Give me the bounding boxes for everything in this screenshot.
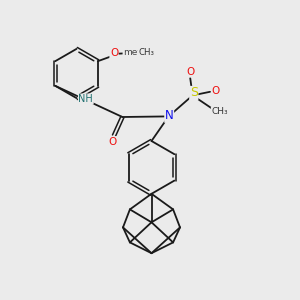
Text: CH₃: CH₃ [211,107,228,116]
Text: O: O [212,85,220,96]
Text: O: O [110,48,118,58]
Text: O: O [108,136,117,147]
Text: CH₃: CH₃ [138,48,154,57]
Text: N: N [165,109,174,122]
Text: S: S [190,86,198,100]
Text: NH: NH [78,94,93,104]
Text: O: O [186,67,194,77]
Text: methyl: methyl [123,48,155,57]
